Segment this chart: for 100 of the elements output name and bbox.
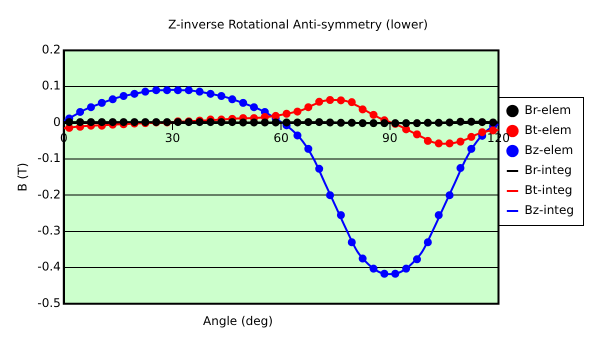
point: [412, 255, 421, 264]
point: [272, 118, 280, 126]
point: [446, 118, 454, 126]
point: [98, 98, 106, 107]
x-tick-label: 30: [164, 131, 180, 146]
point: [228, 118, 236, 126]
point: [380, 119, 388, 128]
point: [326, 118, 334, 126]
point: [86, 118, 95, 126]
point: [250, 103, 258, 112]
point: [76, 118, 84, 126]
point: [326, 96, 334, 104]
point: [336, 96, 345, 104]
legend-label: Br-integ: [524, 163, 572, 178]
point: [130, 90, 138, 98]
point: [108, 95, 117, 104]
point: [402, 119, 410, 128]
point: [358, 119, 367, 128]
point: [152, 86, 160, 94]
point: [424, 238, 432, 246]
point: [446, 191, 454, 200]
point: [98, 118, 106, 126]
point: [370, 264, 378, 273]
point: [282, 110, 291, 118]
point: [478, 118, 486, 126]
point: [250, 118, 258, 126]
y-tick-label: -0.1: [37, 151, 61, 166]
point: [467, 118, 476, 126]
y-tick-label: -0.4: [37, 260, 61, 274]
point: [196, 88, 204, 96]
legend-label: Bz-integ: [524, 203, 574, 218]
legend-label: Br-elem: [524, 103, 572, 118]
point: [217, 118, 226, 126]
point: [456, 118, 464, 126]
point: [424, 118, 432, 127]
y-tick-label: -0.3: [37, 224, 61, 238]
legend-label: Bz-elem: [524, 143, 574, 158]
point: [467, 132, 476, 141]
point: [206, 118, 215, 126]
point: [304, 118, 312, 126]
point: [120, 92, 128, 100]
point: [293, 108, 302, 116]
y-tick-label: 0.2: [42, 42, 61, 57]
point: [76, 108, 84, 116]
chart-title: Z-inverse Rotational Anti-symmetry (lower): [168, 17, 428, 32]
point: [456, 164, 464, 172]
point: [402, 264, 410, 273]
x-axis-title: Angle (deg): [202, 314, 274, 328]
point: [141, 88, 150, 96]
point: [304, 144, 312, 153]
point: [391, 270, 400, 278]
point: [370, 110, 378, 119]
point: [336, 118, 345, 127]
x-tick-label: 60: [274, 131, 289, 146]
point: [358, 105, 367, 114]
point: [412, 119, 421, 128]
point: [424, 136, 432, 145]
point: [446, 139, 454, 148]
point: [184, 86, 193, 94]
point: [228, 95, 236, 104]
point: [434, 118, 443, 127]
point: [260, 118, 269, 126]
legend-label: Bt-integ: [524, 183, 572, 198]
point: [456, 138, 464, 146]
point: [293, 131, 302, 140]
point: [315, 164, 324, 173]
point: [239, 118, 248, 126]
point: [282, 118, 291, 126]
point: [434, 139, 443, 148]
point: [358, 254, 367, 263]
point: [467, 144, 476, 153]
point: [489, 118, 498, 126]
point: [217, 92, 226, 100]
y-tick-label: 0: [53, 114, 61, 129]
x-tick-label: 90: [382, 131, 398, 146]
point: [348, 118, 356, 127]
point: [478, 128, 486, 136]
point: [326, 191, 334, 200]
point: [108, 118, 117, 126]
point: [86, 103, 95, 112]
legend-label: Bt-elem: [524, 123, 572, 138]
point: [412, 130, 421, 138]
point: [174, 86, 182, 94]
point: [315, 98, 324, 106]
y-tick-label: -0.5: [37, 296, 61, 310]
point: [380, 270, 388, 278]
point: [293, 118, 302, 126]
point: [336, 211, 345, 220]
point: [434, 211, 443, 220]
point: [65, 118, 74, 126]
y-tick-label: -0.2: [37, 187, 61, 202]
point: [239, 98, 248, 107]
y-axis-title: B (T): [15, 162, 30, 192]
y-tick-label: 0.1: [42, 78, 61, 93]
point: [370, 119, 378, 128]
point: [315, 118, 324, 126]
point: [348, 98, 356, 106]
point: [304, 103, 312, 112]
point: [348, 238, 356, 246]
point: [163, 86, 172, 94]
